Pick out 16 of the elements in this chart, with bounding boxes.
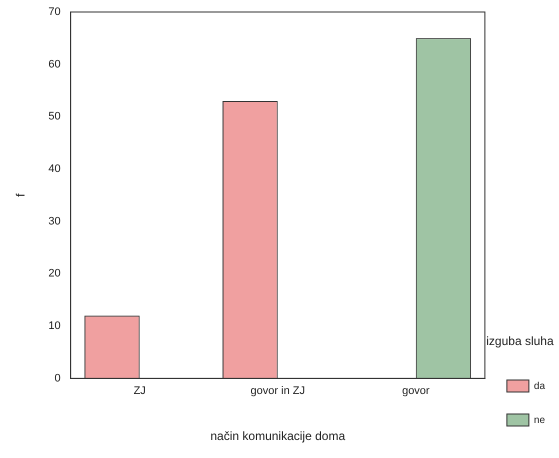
y-tick-label: 40 bbox=[48, 163, 61, 176]
legend-label: ne bbox=[534, 414, 546, 426]
x-axis-title: način komunikacije doma bbox=[210, 429, 346, 444]
y-tick-label: 0 bbox=[54, 372, 61, 384]
x-tick-label: govor bbox=[402, 385, 430, 398]
x-tick-label: govor in ZJ bbox=[250, 385, 305, 398]
legend-label: da bbox=[534, 380, 546, 392]
y-tick-label: 70 bbox=[48, 6, 61, 18]
y-tick-label: 20 bbox=[48, 268, 61, 280]
y-tick-label: 10 bbox=[48, 320, 61, 332]
y-axis-title: f bbox=[14, 192, 28, 197]
legend-title: izguba sluha bbox=[486, 334, 554, 348]
y-tick-label: 60 bbox=[48, 58, 61, 70]
y-tick-label: 30 bbox=[48, 215, 61, 228]
y-tick-label: 50 bbox=[48, 110, 61, 123]
x-tick-label: ZJ bbox=[134, 385, 146, 398]
